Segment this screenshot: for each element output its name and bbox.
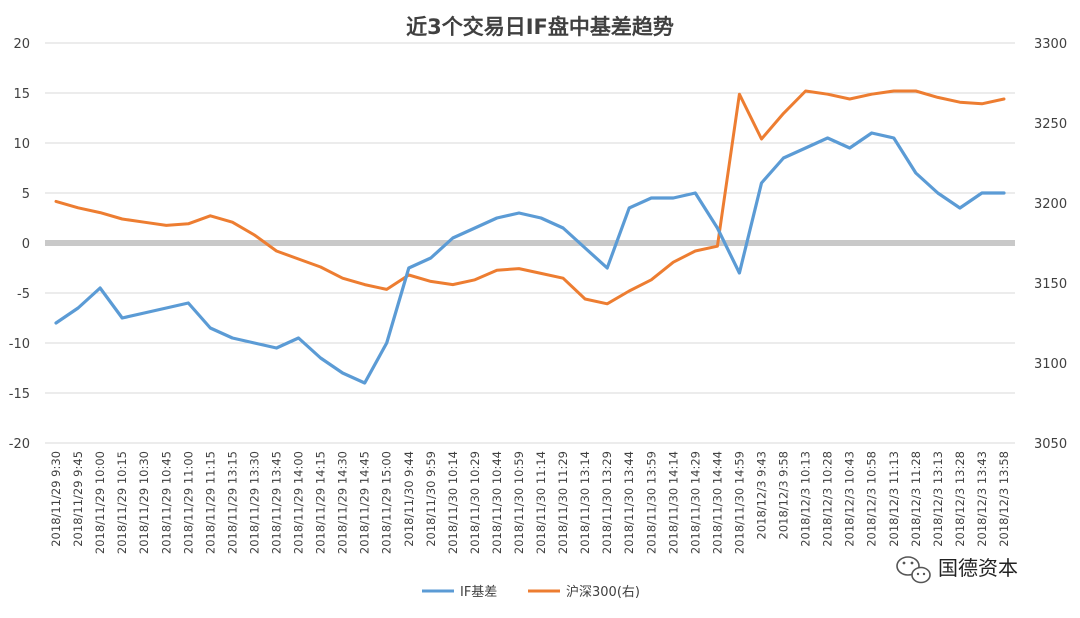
x-tick-label: 2018/11/29 14:15 <box>314 451 328 554</box>
y-right-tick-label: 3250 <box>1034 117 1067 132</box>
x-tick-label: 2018/11/30 11:14 <box>534 451 548 554</box>
watermark: 国德资本 <box>897 556 1018 583</box>
legend-label-csi300: 沪深300(右) <box>566 584 640 600</box>
x-tick-label: 2018/11/29 13:30 <box>247 451 261 554</box>
y-right-tick-label: 3100 <box>1034 357 1067 372</box>
x-tick-label: 2018/12/3 10:13 <box>799 451 813 547</box>
y-right-tick-label: 3150 <box>1034 277 1067 292</box>
x-tick-label: 2018/11/29 13:45 <box>269 451 283 554</box>
x-tick-label: 2018/12/3 13:13 <box>931 451 945 547</box>
x-tick-label: 2018/11/30 10:29 <box>468 451 482 554</box>
y-right-tick-label: 3300 <box>1034 37 1067 52</box>
x-tick-label: 2018/11/29 13:15 <box>225 451 239 554</box>
y-left-tick-label: -15 <box>9 387 30 402</box>
x-tick-label: 2018/11/29 10:15 <box>115 451 129 554</box>
y-right-tick-label: 3050 <box>1034 437 1067 452</box>
x-tick-label: 2018/12/3 10:28 <box>821 451 835 547</box>
x-tick-label: 2018/11/29 10:00 <box>93 451 107 554</box>
x-tick-label: 2018/12/3 13:28 <box>953 451 967 547</box>
x-tick-label: 2018/11/30 10:44 <box>490 451 504 554</box>
x-tick-label: 2018/11/29 14:45 <box>358 451 372 554</box>
x-tick-label: 2018/11/30 13:59 <box>644 451 658 554</box>
x-tick-label: 2018/11/29 10:30 <box>137 451 151 554</box>
y-left-tick-label: 5 <box>22 187 30 202</box>
y-left-tick-label: 10 <box>13 137 30 152</box>
x-tick-label: 2018/11/30 10:59 <box>512 451 526 554</box>
x-tick-label: 2018/11/30 13:14 <box>578 451 592 554</box>
x-tick-label: 2018/11/30 14:44 <box>710 451 724 554</box>
x-tick-label: 2018/12/3 11:13 <box>887 451 901 547</box>
x-tick-label: 2018/11/30 9:44 <box>402 451 416 547</box>
x-tick-label: 2018/11/30 14:29 <box>688 451 702 554</box>
y-left-tick-label: -5 <box>17 287 30 302</box>
x-tick-label: 2018/11/29 10:45 <box>159 451 173 554</box>
x-tick-label: 2018/11/29 11:15 <box>203 451 217 554</box>
y-right-tick-label: 3200 <box>1034 197 1067 212</box>
y-left-tick-label: 15 <box>13 87 30 102</box>
y-left-tick-label: 0 <box>22 237 30 252</box>
x-tick-label: 2018/11/29 15:00 <box>380 451 394 554</box>
y-left-tick-label: 20 <box>13 37 30 52</box>
x-tick-label: 2018/12/3 10:58 <box>865 451 879 547</box>
x-tick-label: 2018/12/3 9:43 <box>754 451 768 539</box>
x-tick-label: 2018/12/3 11:28 <box>909 451 923 547</box>
x-tick-label: 2018/11/30 9:59 <box>424 451 438 547</box>
x-tick-label: 2018/11/30 10:14 <box>446 451 460 554</box>
x-tick-label: 2018/11/30 14:59 <box>732 451 746 554</box>
x-tick-label: 2018/12/3 9:58 <box>777 451 791 539</box>
x-tick-label: 2018/11/30 13:29 <box>600 451 614 554</box>
x-tick-label: 2018/11/29 9:45 <box>71 451 85 547</box>
x-tick-label: 2018/11/30 13:44 <box>622 451 636 554</box>
x-tick-label: 2018/11/29 11:00 <box>181 451 195 554</box>
x-tick-label: 2018/12/3 13:43 <box>975 451 989 547</box>
x-tick-label: 2018/11/29 14:30 <box>336 451 350 554</box>
y-left-tick-label: -20 <box>9 437 30 452</box>
legend-label-if-basis: IF基差 <box>460 585 497 600</box>
chart-title: 近3个交易日IF盘中基差趋势 <box>406 15 674 39</box>
x-tick-label: 2018/12/3 10:43 <box>843 451 857 547</box>
y-left-tick-label: -10 <box>9 337 30 352</box>
x-tick-label: 2018/11/30 14:14 <box>666 451 680 554</box>
x-tick-label: 2018/12/3 13:58 <box>997 451 1011 547</box>
x-tick-label: 2018/11/30 11:29 <box>556 451 570 554</box>
watermark-text: 国德资本 <box>938 556 1018 580</box>
x-tick-label: 2018/11/29 9:30 <box>49 451 63 547</box>
x-tick-label: 2018/11/29 14:00 <box>292 451 306 554</box>
